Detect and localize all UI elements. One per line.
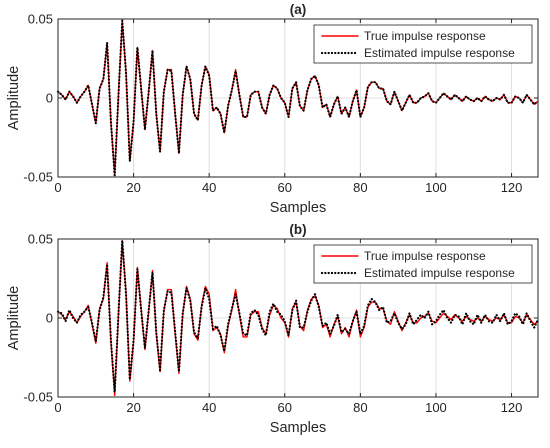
chart-panel-a: 0 20 40 60 80 100 120-0.0500.05(a)SamplesAmpli… <box>6 2 540 216</box>
y-tick-label: 0 <box>46 91 53 106</box>
y-axis-label: Amplitude <box>6 286 22 350</box>
series-line-estimated <box>56 239 540 394</box>
y-axis-label: Amplitude <box>6 66 22 130</box>
y-tick-label: 0 <box>46 311 53 326</box>
x-tick-label: 100 <box>425 180 447 195</box>
x-tick-label: 60 <box>278 180 292 195</box>
y-tick-label: -0.05 <box>23 390 53 405</box>
legend-box <box>313 244 533 284</box>
x-tick-label: 60 <box>278 400 292 415</box>
legend-label: Estimated impulse response <box>364 266 515 280</box>
chart-title: (b) <box>289 222 306 237</box>
x-tick-label: 120 <box>501 400 523 415</box>
x-axis-label: Samples <box>270 420 326 436</box>
chart-title: (a) <box>290 2 307 17</box>
x-tick-label: 0 <box>54 400 61 415</box>
x-tick-label: 0 <box>54 180 61 195</box>
x-tick-label: 40 <box>202 180 216 195</box>
x-tick-label: 20 <box>126 180 140 195</box>
y-tick-label: 0.05 <box>28 232 53 247</box>
chart-panel-b: 0 20 40 60 80 100 120-0.0500.05(b)SamplesAmpli… <box>6 222 540 436</box>
x-axis-label: Samples <box>270 200 326 216</box>
legend-label: True impulse response <box>364 249 486 263</box>
x-tick-label: 80 <box>353 180 367 195</box>
x-tick-label: 40 <box>202 400 216 415</box>
legend-label: True impulse response <box>364 29 486 43</box>
legend-box <box>313 24 533 64</box>
legend-label: Estimated impulse response <box>364 46 515 60</box>
y-tick-label: 0.05 <box>28 12 53 27</box>
x-tick-label: 20 <box>126 400 140 415</box>
y-tick-label: -0.05 <box>23 170 53 185</box>
series-line-true <box>57 19 539 177</box>
x-tick-label: 120 <box>501 180 523 195</box>
x-tick-label: 80 <box>353 400 367 415</box>
x-tick-label: 100 <box>425 400 447 415</box>
